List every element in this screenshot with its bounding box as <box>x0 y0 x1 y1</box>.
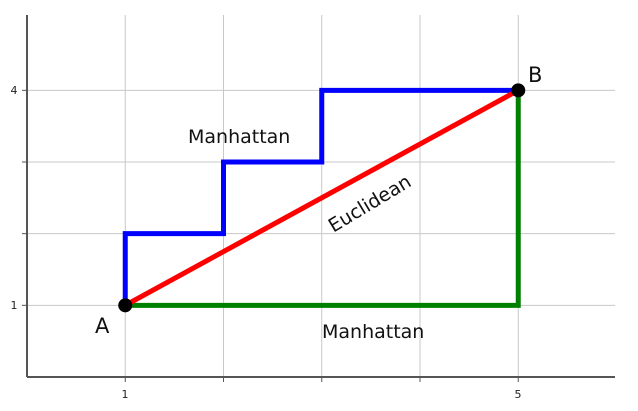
manhattan-blue-label: Manhattan <box>188 126 290 148</box>
paths <box>122 87 521 308</box>
manhattan-green-path <box>125 90 521 308</box>
euclidean-label: Euclidean <box>325 171 416 237</box>
y-tick-label-4: 4 <box>11 84 18 97</box>
y-tick-label-1: 1 <box>11 299 18 312</box>
manhattan-blue-path <box>122 87 519 306</box>
x-tick-label-5: 5 <box>515 388 522 401</box>
points <box>118 83 526 313</box>
point-b <box>511 83 526 98</box>
manhattan-green-label: Manhattan <box>322 321 424 343</box>
euclidean-path <box>124 88 520 308</box>
point-a <box>118 298 133 313</box>
point-a-label: A <box>95 314 110 338</box>
ticks <box>22 89 519 382</box>
point-b-label: B <box>528 63 542 87</box>
x-tick-label-1: 1 <box>122 388 129 401</box>
